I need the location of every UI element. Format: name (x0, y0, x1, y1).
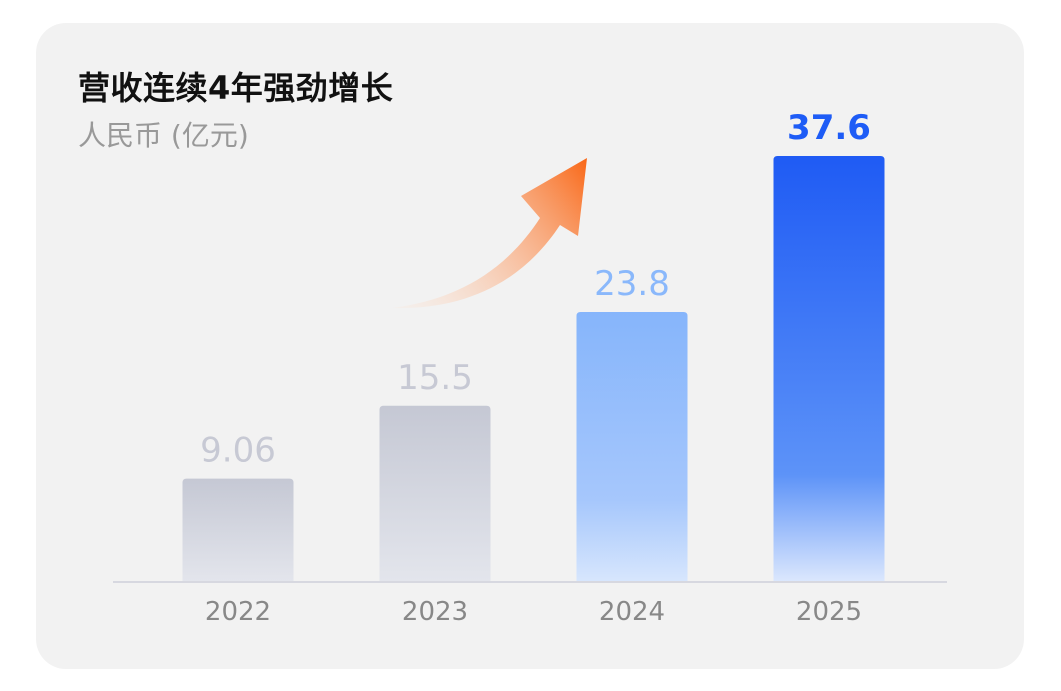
chart-title: 营收连续4年强劲增长 (78, 69, 394, 107)
value-label-2022: 9.06 (200, 431, 276, 471)
bar-2024 (576, 311, 688, 581)
x-tick-label-2024: 2024 (599, 597, 665, 627)
growth-arrow-icon (392, 158, 587, 309)
chart-subtitle: 人民币 (亿元) (78, 119, 249, 152)
x-tick-label-2025: 2025 (796, 597, 862, 627)
x-tick-label-2022: 2022 (205, 597, 271, 627)
x-tick-label-2023: 2023 (402, 597, 468, 627)
value-label-2025: 37.6 (787, 108, 871, 148)
value-label-2023: 15.5 (397, 358, 473, 398)
value-label-2024: 23.8 (594, 264, 670, 304)
bar-2022 (182, 478, 294, 581)
bar-2023 (379, 405, 491, 581)
bar-2025 (773, 156, 885, 581)
